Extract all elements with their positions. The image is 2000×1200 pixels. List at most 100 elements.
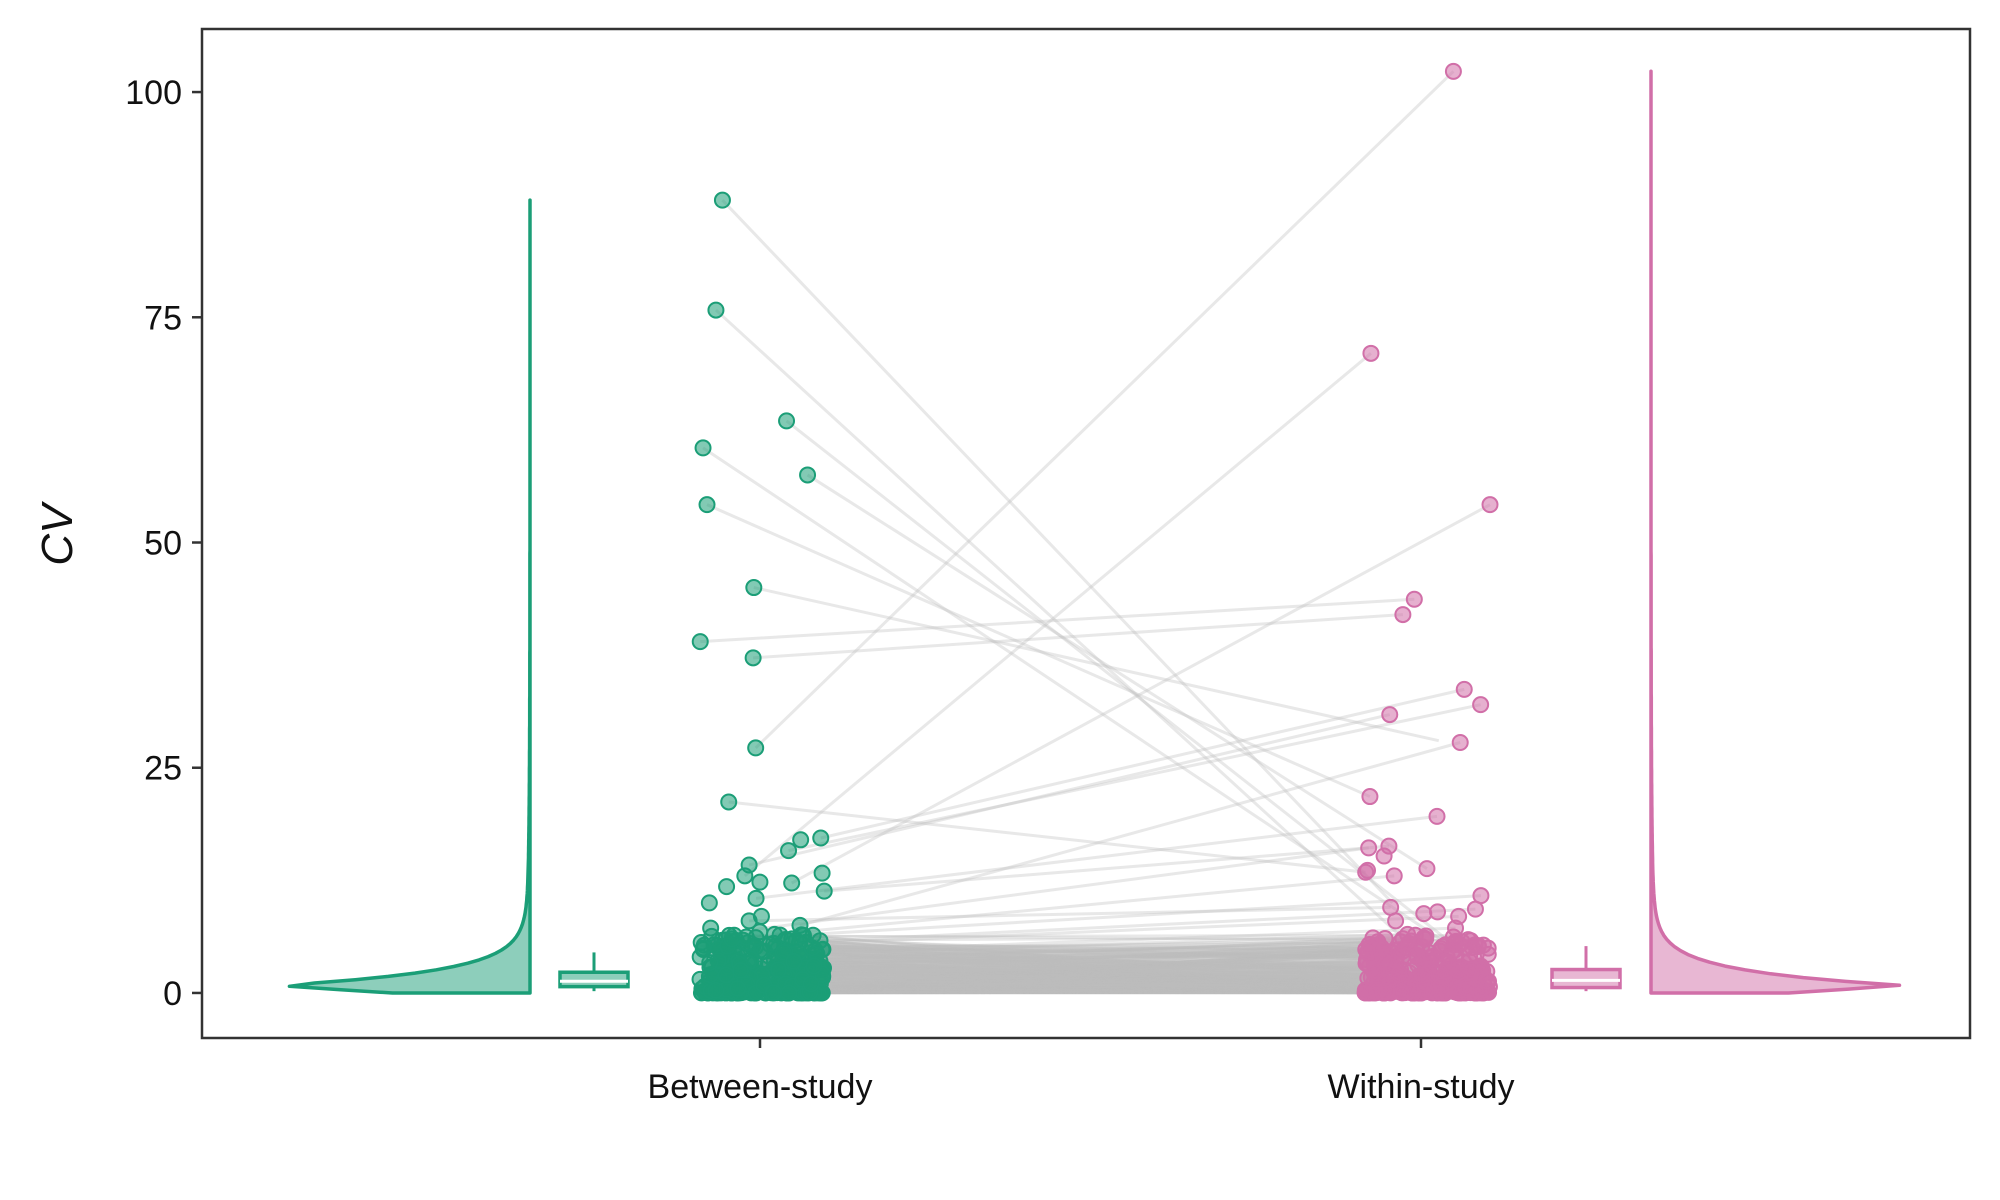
paired-line [766,983,1397,987]
point-between-study [747,739,765,757]
point-between-study [718,878,736,896]
paired-line [785,966,1456,993]
paired-line [783,926,1456,954]
point-between-study [698,496,716,514]
paired-line [752,986,1381,990]
paired-line [800,972,1446,980]
point-within-study [1358,943,1376,961]
paired-line [719,943,1407,971]
paired-line [784,948,1400,988]
point-between-study [802,975,820,993]
paired-line [749,949,1481,992]
paired-line [734,963,1445,969]
paired-line [752,972,1475,995]
paired-line [764,946,1381,958]
paired-line [755,814,1438,900]
point-within-study [1373,939,1391,957]
paired-line [770,967,1411,977]
paired-line [820,687,1465,840]
paired-line [750,971,1447,979]
paired-line [818,955,1396,985]
point-within-study [1428,807,1446,825]
paired-line [774,874,1395,936]
point-between-study [732,961,750,979]
point-within-study [1415,905,1433,923]
paired-line [746,972,1390,987]
paired-line [769,968,1395,990]
paired-line [761,961,1398,991]
paired-line [774,943,1452,960]
paired-line [744,989,1403,993]
y-tick-label: 25 [144,750,182,788]
paired-line [755,973,1366,993]
point-between-study [792,831,810,849]
paired-line [753,964,1399,993]
paired-line [728,975,1481,986]
paired-line [806,964,1453,995]
paired-line [813,972,1385,995]
point-between-study [751,873,769,891]
paired-line [765,977,1464,983]
paired-line [773,907,1476,945]
point-within-study [1481,496,1499,514]
paired-line [802,968,1377,981]
paired-line [711,934,1430,993]
paired-line [703,914,1459,950]
paired-line [785,969,1399,993]
paired-line [794,970,1443,987]
paired-line [743,946,1449,995]
point-between-study [764,984,782,1002]
paired-line [817,943,1423,995]
paired-line [720,988,1388,994]
point-between-study [717,966,735,984]
paired-line [743,977,1405,984]
paired-line [744,943,1369,994]
paired-line [703,964,1478,987]
paired-line [741,949,1428,980]
point-within-study [1381,706,1399,724]
point-between-study [785,952,803,970]
point-within-study [1451,734,1469,752]
point-between-study [691,948,709,966]
paired-line [742,960,1412,970]
paired-line [708,978,1466,993]
paired-line [708,976,1449,993]
point-between-study [723,930,741,948]
paired-line [809,972,1468,976]
paired-line [796,960,1468,972]
paired-line [765,981,1469,994]
paired-line [811,948,1367,993]
paired-line [806,973,1381,981]
paired-line [788,945,1464,988]
paired-line [764,991,1421,995]
paired-line [752,985,1403,993]
paired-line [812,962,1449,995]
point-within-study [1435,952,1453,970]
point-between-study [707,981,725,999]
paired-line [760,989,1367,995]
point-within-study [1385,867,1403,885]
point-within-study [1362,344,1380,362]
point-between-study [780,842,798,860]
paired-line [772,944,1370,960]
paired-line [749,905,1391,923]
paired-line [767,981,1366,989]
paired-line [751,975,1478,993]
paired-line [781,960,1463,995]
paired-line [744,938,1474,963]
paired-line [759,989,1468,994]
paired-line [747,960,1416,995]
paired-line [776,951,1426,987]
paired-line [772,988,1437,995]
point-between-study [780,984,798,1002]
y-tick-label: 50 [144,525,182,563]
paired-line [722,934,1482,942]
paired-line [750,937,1396,992]
paired-line [749,971,1478,987]
paired-line [717,985,1474,990]
paired-line [775,966,1384,995]
point-within-study [1400,934,1418,952]
paired-line [718,972,1437,979]
paired-line [779,989,1464,993]
paired-line [743,967,1444,983]
